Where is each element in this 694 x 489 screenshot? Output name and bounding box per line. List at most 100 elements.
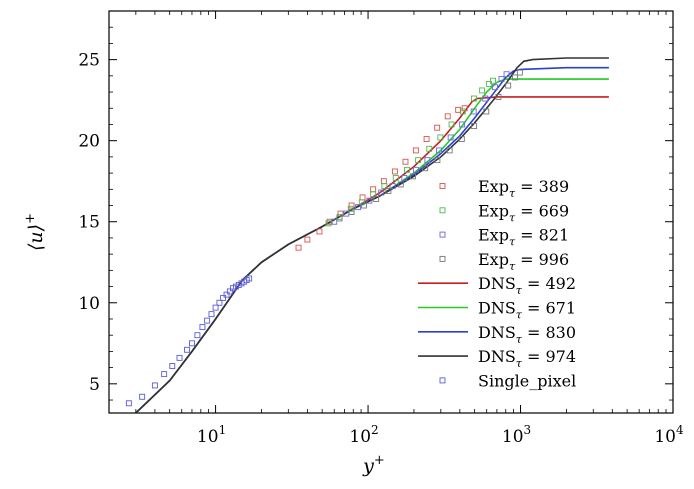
data-point-exp-821 <box>492 84 498 91</box>
data-point-exp-389 <box>370 186 377 193</box>
data-point-exp-821 <box>503 71 510 78</box>
data-point-exp-996 <box>446 147 453 154</box>
legend-name: Single_pixel <box>478 371 576 390</box>
data-point-exp-669 <box>459 108 466 115</box>
legend-subscript: τ <box>509 260 516 273</box>
data-point-single-pixel <box>223 291 230 298</box>
data-point-single-pixel <box>246 275 253 282</box>
data-point-single-pixel <box>151 382 158 389</box>
data-point-single-pixel <box>212 304 219 311</box>
data-point-single-pixel <box>194 332 201 339</box>
x-axis-label: y+ <box>362 453 385 477</box>
data-point-exp-821 <box>470 108 477 115</box>
x-axis-label-sup: + <box>374 453 385 468</box>
data-point-exp-821 <box>401 175 408 181</box>
data-point-single-pixel <box>139 393 146 400</box>
legend-value: = 830 <box>522 323 576 342</box>
data-point-single-pixel <box>229 285 236 292</box>
data-point-exp-669 <box>381 183 388 190</box>
legend-name: Exp <box>478 226 509 245</box>
data-point-single-pixel <box>176 354 183 361</box>
data-point-exp-389 <box>295 244 302 251</box>
x-axis-label-text: y <box>362 455 374 477</box>
legend-swatch-exp-996 <box>439 255 446 262</box>
legend-label-dns-974: DNSτ = 974 <box>478 347 576 370</box>
data-point-exp-821 <box>378 189 385 196</box>
legend-label-exp-821: Expτ = 821 <box>478 226 569 249</box>
data-point-single-pixel <box>199 324 206 331</box>
data-point-exp-389 <box>304 236 311 243</box>
data-point-exp-996 <box>458 136 465 143</box>
data-point-single-pixel <box>204 317 211 324</box>
x-tick-base: 10 <box>349 427 371 447</box>
data-point-exp-669 <box>490 77 496 84</box>
y-axis-label-sup: + <box>23 213 38 224</box>
data-point-exp-821 <box>424 157 431 164</box>
data-point-exp-821 <box>436 147 442 154</box>
x-tick-base: 10 <box>197 427 219 447</box>
legend-subscript: τ <box>509 236 516 249</box>
legend-swatch-exp-389 <box>439 183 446 189</box>
legend-name: DNS <box>478 274 516 293</box>
y-tick-label: 5 <box>89 375 100 395</box>
data-point-exp-821 <box>498 76 505 83</box>
legend-value: = 669 <box>515 201 569 220</box>
legend-value: = 671 <box>522 299 576 318</box>
x-tick-exp: 2 <box>371 423 379 437</box>
data-point-single-pixel <box>189 340 195 347</box>
data-point-exp-389 <box>402 158 409 165</box>
data-point-exp-996 <box>409 173 416 180</box>
data-point-exp-996 <box>361 202 367 209</box>
legend-swatch-single-pixel <box>439 377 446 384</box>
data-point-exp-389 <box>380 178 387 185</box>
data-point-exp-389 <box>348 202 355 209</box>
data-point-exp-821 <box>447 134 454 141</box>
data-point-exp-669 <box>479 87 486 94</box>
legend-value: = 389 <box>515 177 569 196</box>
data-point-exp-996 <box>483 108 490 115</box>
x-tick-exp: 3 <box>524 423 532 437</box>
data-point-exp-996 <box>471 123 478 130</box>
data-point-exp-389 <box>461 105 468 112</box>
data-point-exp-821 <box>355 204 362 211</box>
data-point-single-pixel <box>125 400 132 407</box>
legend-name: DNS <box>478 347 516 366</box>
legend-subscript: τ <box>509 187 516 200</box>
data-point-exp-389 <box>359 194 366 201</box>
data-point-single-pixel <box>226 288 233 295</box>
data-point-exp-996 <box>434 157 441 164</box>
data-point-exp-669 <box>370 191 377 198</box>
x-tick-label: 104 <box>654 423 684 447</box>
x-tick-base: 10 <box>654 427 676 447</box>
legend-name: Exp <box>478 177 509 196</box>
legend-value: = 996 <box>515 250 569 269</box>
data-point-exp-669 <box>415 157 422 164</box>
data-point-exp-821 <box>366 197 373 204</box>
series-line-dns-974 <box>135 57 609 413</box>
data-point-exp-669 <box>325 220 332 227</box>
legend-name: Exp <box>478 250 509 269</box>
legend-swatch-exp-669 <box>439 207 446 214</box>
data-point-exp-996 <box>336 215 343 222</box>
data-point-exp-996 <box>516 69 523 76</box>
legend-name: DNS <box>478 323 516 342</box>
legend-swatch-exp-821 <box>439 231 446 238</box>
data-point-exp-669 <box>485 80 492 87</box>
plot-frame <box>108 10 674 414</box>
data-point-exp-996 <box>385 187 392 194</box>
data-point-exp-996 <box>348 209 355 215</box>
legend-subscript: τ <box>516 284 523 297</box>
legend-subscript: τ <box>516 333 523 346</box>
data-point-exp-389 <box>391 168 398 175</box>
data-point-exp-389 <box>316 228 323 235</box>
data-point-exp-821 <box>482 95 489 102</box>
x-tick-label: 102 <box>349 423 378 447</box>
data-point-exp-669 <box>437 134 444 141</box>
data-point-exp-996 <box>495 93 502 100</box>
data-point-single-pixel <box>216 299 223 306</box>
data-point-exp-389 <box>444 113 451 120</box>
data-point-exp-821 <box>331 218 338 225</box>
y-axis-label: ⟨u⟩+ <box>23 213 47 251</box>
y-tick-label: 10 <box>78 294 100 314</box>
